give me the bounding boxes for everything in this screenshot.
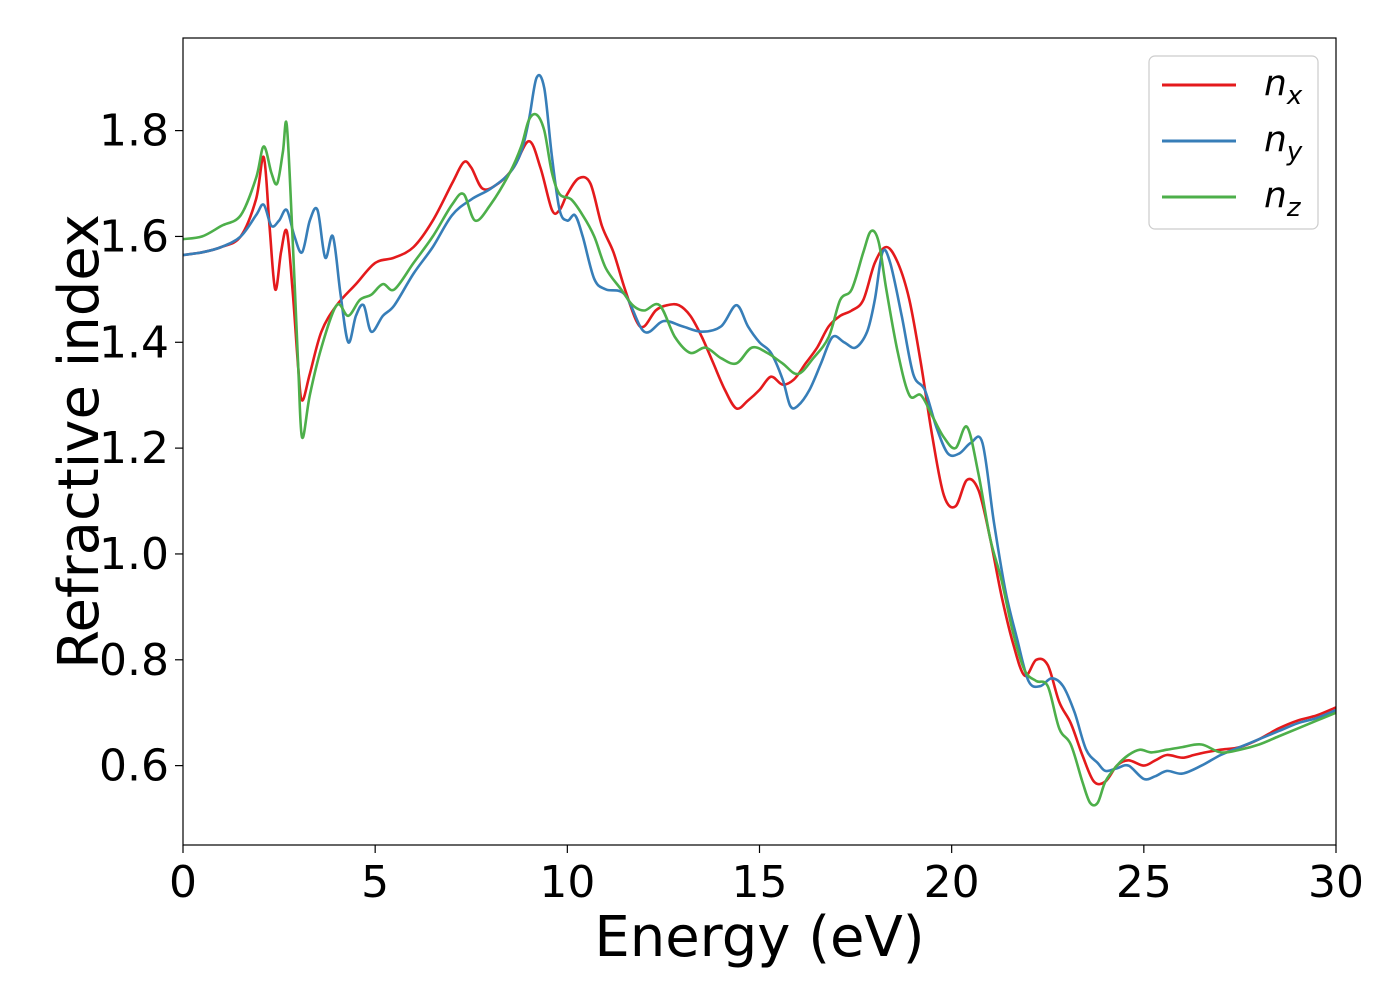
legend-label-nz: nz xyxy=(1264,175,1302,223)
x-tick-label: 5 xyxy=(361,857,389,908)
y-axis-title: Refractive index xyxy=(47,214,112,669)
x-axis-title: Energy (eV) xyxy=(594,905,924,970)
series-line-nz xyxy=(183,112,1336,807)
series-line-ny xyxy=(183,73,1336,781)
x-tick-label: 0 xyxy=(169,857,197,908)
x-tick-label: 30 xyxy=(1308,857,1364,908)
legend-label-nx: nx xyxy=(1264,63,1303,111)
y-tick-label: 0.6 xyxy=(99,741,169,792)
y-tick-label: 1.2 xyxy=(99,423,169,474)
series-line-nx xyxy=(183,139,1336,786)
x-tick-label: 25 xyxy=(1116,857,1172,908)
y-tick-label: 1.8 xyxy=(99,106,169,157)
x-tick-label: 15 xyxy=(732,857,788,908)
y-tick-label: 0.8 xyxy=(99,635,169,686)
legend: nx ny nz xyxy=(1148,55,1319,230)
x-axis: 0 5 10 15 20 25 30 xyxy=(169,845,1364,908)
series-layer xyxy=(183,73,1336,807)
y-tick-label: 1.4 xyxy=(99,317,169,368)
legend-label-ny: ny xyxy=(1264,119,1303,167)
y-tick-label: 1.6 xyxy=(99,211,169,262)
x-tick-label: 10 xyxy=(539,857,595,908)
y-tick-label: 1.0 xyxy=(99,529,169,580)
y-axis: 0.6 0.8 1.0 1.2 1.4 1.6 1.8 xyxy=(99,106,183,792)
x-tick-label: 20 xyxy=(924,857,980,908)
